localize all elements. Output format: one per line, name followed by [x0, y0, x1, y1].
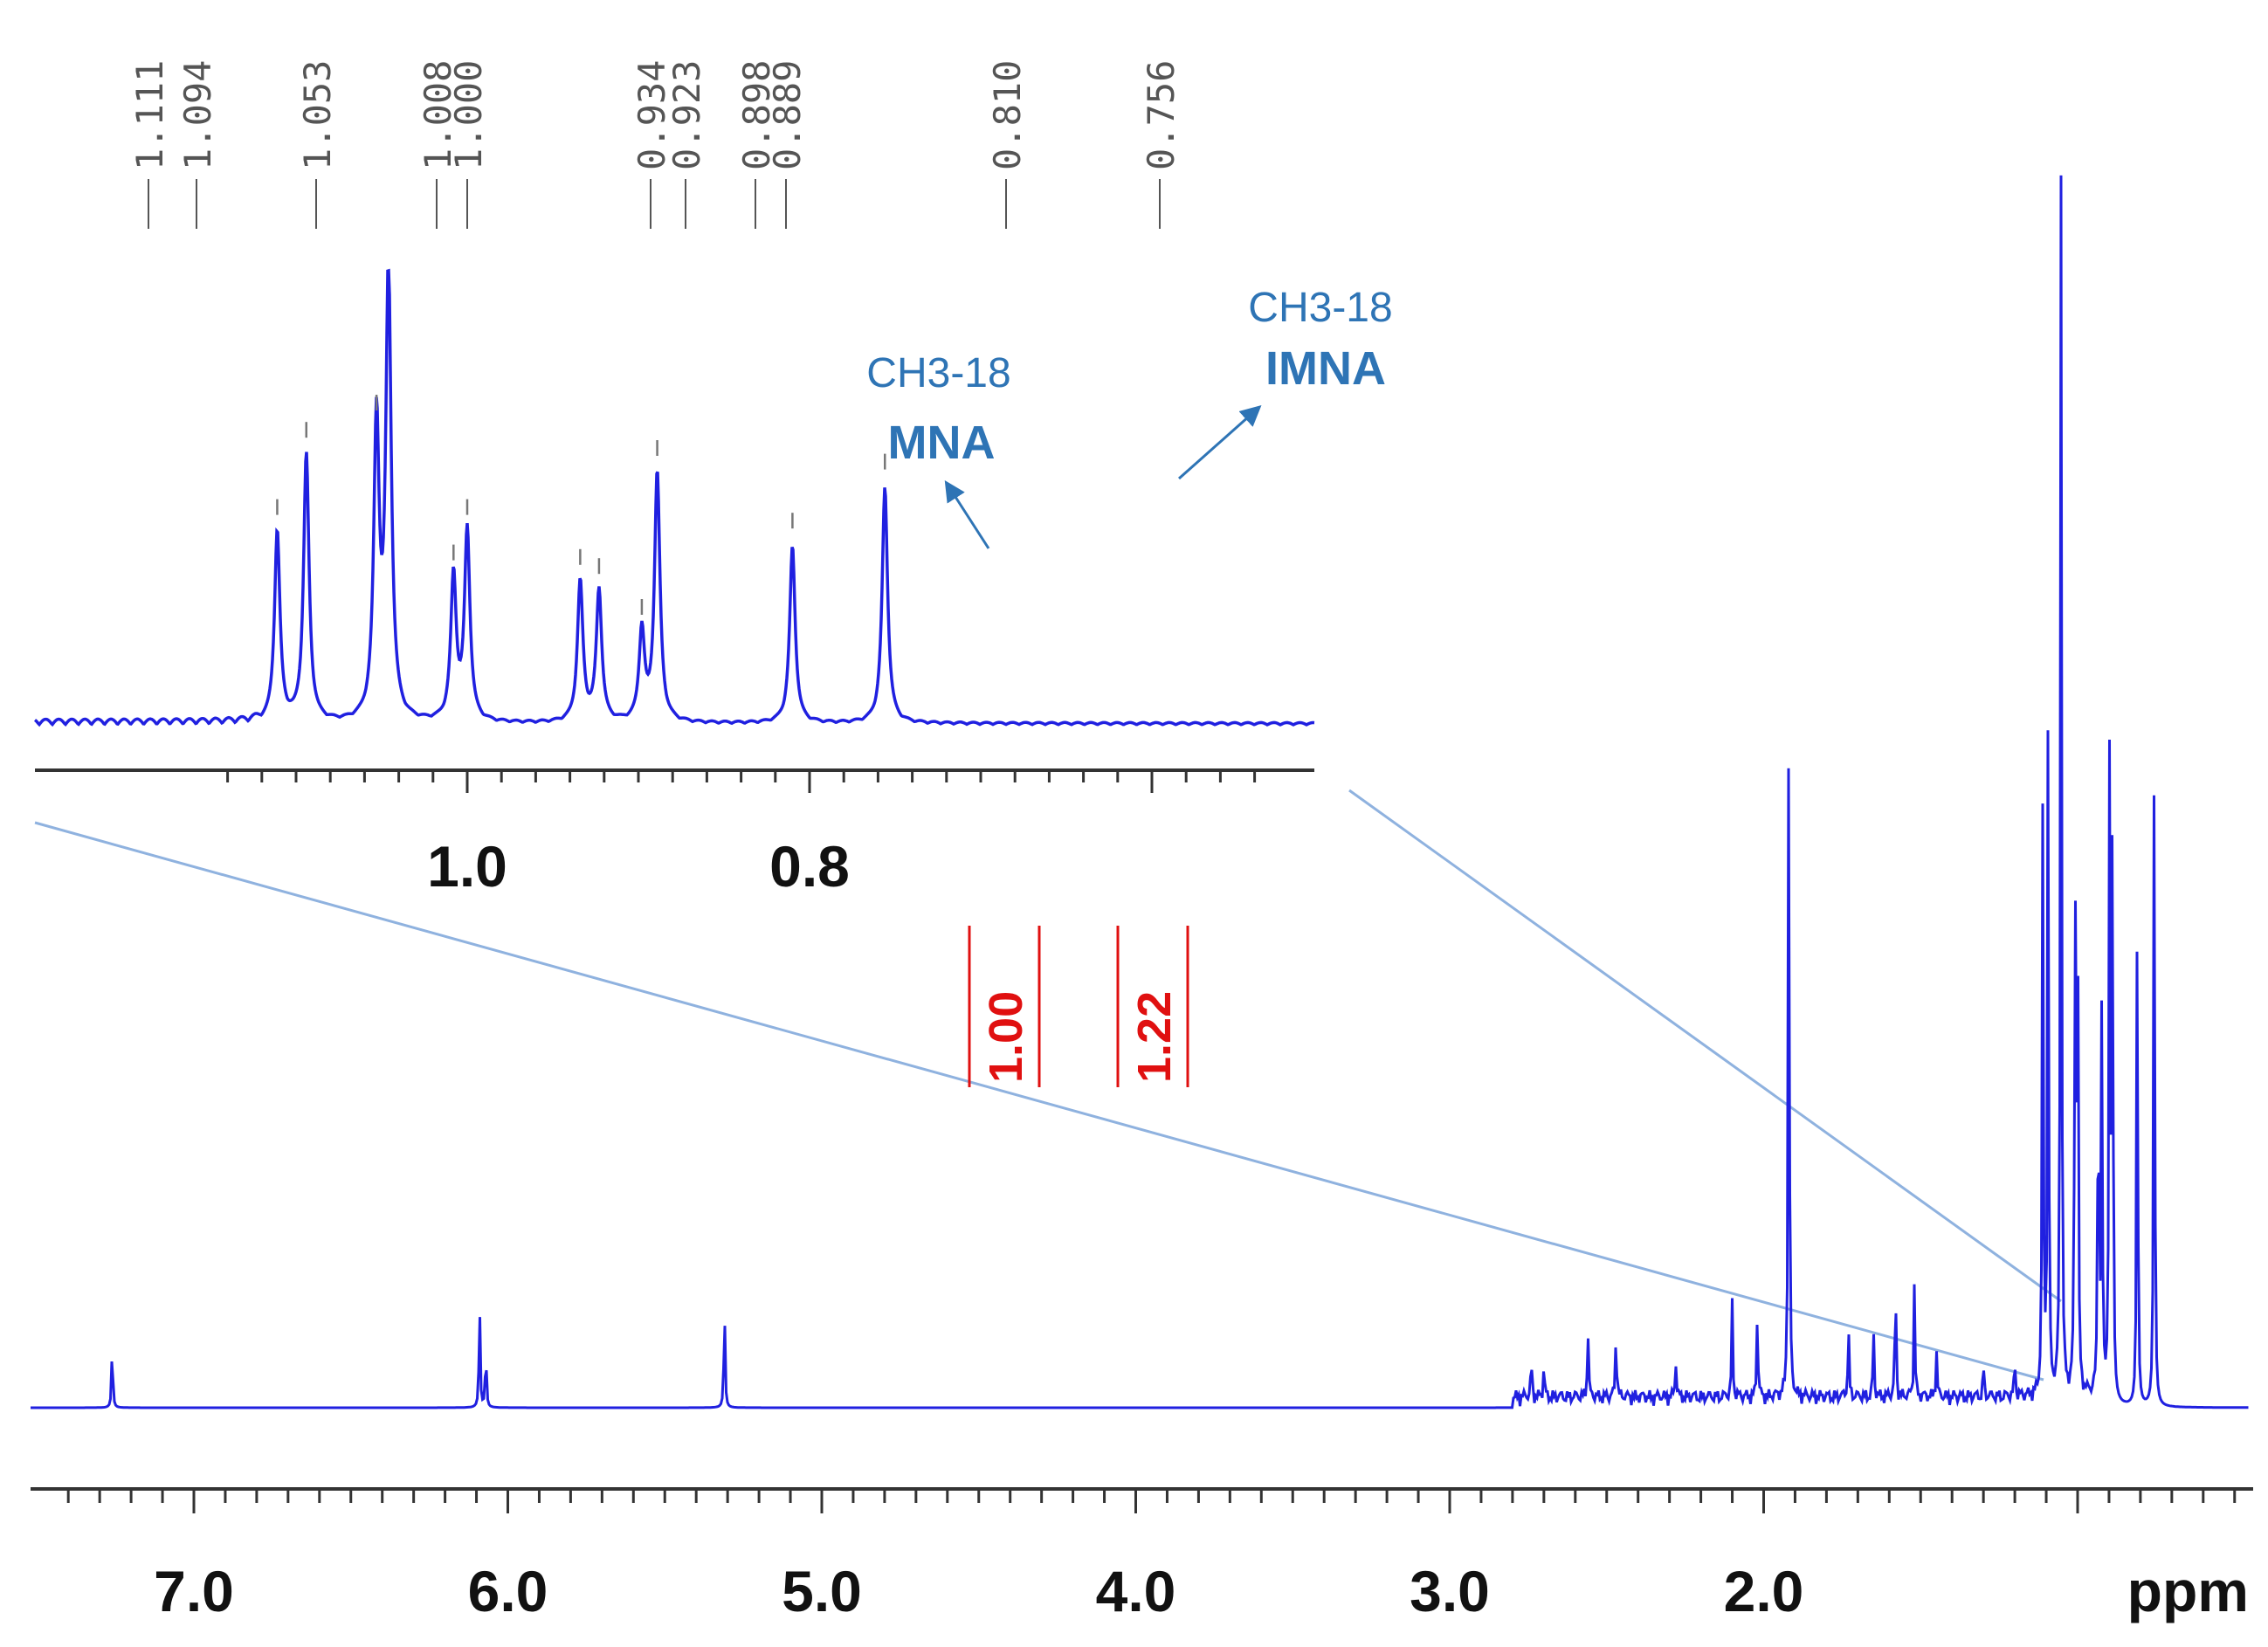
- inset-minor-ticks: [226, 770, 1257, 793]
- mna-label: MNA: [888, 417, 996, 469]
- x-tick-label: 7.0: [154, 1559, 234, 1623]
- x-tick-label: 2.0: [1724, 1559, 1804, 1623]
- imna-arrow: [1178, 405, 1262, 480]
- x-tick-label: 6.0: [468, 1559, 548, 1623]
- x-axis-label: ppm: [2127, 1559, 2249, 1623]
- inset-tick-labels: 1.0 0.8: [427, 834, 850, 899]
- zoom-connector-left: [34, 821, 2044, 1382]
- peak-label: 0.923: [665, 60, 708, 170]
- peak-label: 1.094: [176, 60, 219, 170]
- zoom-connector-right: [1348, 789, 2062, 1303]
- x-tick-label: 5.0: [782, 1559, 862, 1623]
- inset-x-axis: 1.0 0.8: [35, 768, 1314, 899]
- full-spectrum-tick-labels: 7.0 6.0 5.0 4.0 3.0 2.0: [154, 1559, 1803, 1623]
- full-spectrum-trace: [31, 175, 2249, 1409]
- mna-arrow: [944, 479, 990, 549]
- x-tick-label: 4.0: [1096, 1559, 1176, 1623]
- peak-label: 0.889: [766, 60, 809, 170]
- x-tick-label: 3.0: [1410, 1559, 1490, 1623]
- peak-label: 0.756: [1140, 60, 1182, 170]
- peak-label: 0.898: [735, 60, 778, 170]
- integral-group: 1.00 1.22: [968, 926, 1189, 1087]
- assignment-annotations: CH3-18 MNA CH3-18 IMNA: [866, 285, 1393, 549]
- integral-value: 1.00: [980, 991, 1032, 1083]
- integral-value: 1.22: [1128, 991, 1181, 1083]
- inset-peak-markers: [276, 395, 886, 615]
- imna-group-label: CH3-18: [1248, 285, 1392, 331]
- inset-tick-label: 0.8: [769, 834, 850, 899]
- inset-tick-label: 1.0: [427, 834, 507, 899]
- mna-group-label: CH3-18: [866, 350, 1010, 396]
- peak-label: 0.810: [986, 60, 1029, 170]
- full-spectrum-minor-ticks: [66, 1489, 2237, 1513]
- peak-label: 1.111: [128, 60, 171, 170]
- peak-label: 1.008: [417, 60, 459, 170]
- peak-label: 1.000: [447, 60, 490, 170]
- peak-label: 1.053: [296, 60, 339, 170]
- imna-label: IMNA: [1265, 342, 1386, 395]
- inset-spectrum-trace: [33, 268, 1315, 727]
- peak-label: 0.934: [631, 60, 673, 170]
- full-spectrum-x-axis: 7.0 6.0 5.0 4.0 3.0 2.0 ppm: [31, 1487, 2253, 1623]
